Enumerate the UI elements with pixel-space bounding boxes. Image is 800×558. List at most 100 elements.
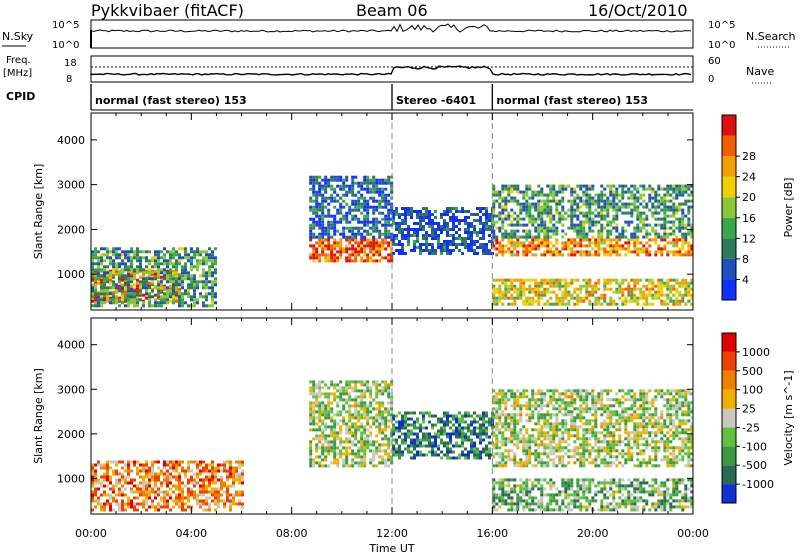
heatmap-cell (467, 439, 470, 442)
heatmap-cell (458, 228, 461, 231)
heatmap-cell (121, 509, 124, 512)
heatmap-cell (476, 457, 479, 460)
heatmap-cell (351, 191, 354, 194)
heatmap-cell (669, 300, 672, 303)
heatmap-cell (187, 295, 190, 298)
heatmap-cell (392, 219, 395, 222)
heatmap-cell (100, 292, 103, 295)
heatmap-cell (501, 233, 504, 236)
heatmap-cell (151, 467, 154, 470)
heatmap-cell (384, 215, 387, 218)
heatmap-cell (387, 452, 390, 455)
heatmap-cell (148, 476, 151, 479)
heatmap-cell (139, 265, 142, 268)
heatmap-cell (142, 277, 145, 280)
heatmap-cell (591, 200, 594, 203)
heatmap-cell (354, 386, 357, 389)
heatmap-cell (516, 434, 519, 437)
heatmap-cell (184, 250, 187, 253)
heatmap-cell (663, 206, 666, 209)
heatmap-cell (384, 230, 387, 233)
heatmap-cell (660, 238, 663, 241)
heatmap-cell (555, 241, 558, 244)
heatmap-cell (624, 212, 627, 215)
heatmap-cell (642, 206, 645, 209)
heatmap-cell (464, 439, 467, 442)
heatmap-cell (663, 218, 666, 221)
heatmap-cell (660, 288, 663, 291)
heatmap-cell (531, 452, 534, 455)
heatmap-cell (681, 241, 684, 244)
heatmap-cell (428, 243, 431, 246)
heatmap-cell (127, 473, 130, 476)
heatmap-cell (621, 185, 624, 188)
heatmap-cell (440, 430, 443, 433)
heatmap-cell (324, 256, 327, 259)
heatmap-cell (612, 203, 615, 206)
heatmap-cell (106, 265, 109, 268)
heatmap-cell (401, 454, 404, 457)
heatmap-cell (482, 234, 485, 237)
heatmap-cell (404, 219, 407, 222)
heatmap-cell (124, 464, 127, 467)
heatmap-cell (94, 262, 97, 265)
heatmap-cell (522, 437, 525, 440)
heatmap-cell (651, 288, 654, 291)
heatmap-cell (552, 291, 555, 294)
heatmap-cell (651, 238, 654, 241)
heatmap-cell (549, 303, 552, 306)
heatmap-cell (363, 206, 366, 209)
heatmap-cell (615, 188, 618, 191)
heatmap-cell (354, 206, 357, 209)
heatmap-cell (333, 238, 336, 241)
heatmap-cell (603, 206, 606, 209)
heatmap-cell (627, 206, 630, 209)
heatmap-cell (151, 295, 154, 298)
heatmap-cell (410, 216, 413, 219)
heatmap-cell (136, 265, 139, 268)
heatmap-cell (312, 212, 315, 215)
heatmap-cell (630, 233, 633, 236)
heatmap-cell (449, 457, 452, 460)
heatmap-cell (513, 452, 516, 455)
heatmap-cell (387, 209, 390, 212)
heatmap-cell (513, 300, 516, 303)
heatmap-cell (513, 392, 516, 395)
heatmap-cell (342, 194, 345, 197)
heatmap-cell (501, 197, 504, 200)
heatmap-cell (519, 431, 522, 434)
heatmap-cell (516, 395, 519, 398)
heatmap-cell (360, 188, 363, 191)
heatmap-cell (214, 503, 217, 506)
heatmap-cell (446, 222, 449, 225)
heatmap-cell (570, 215, 573, 218)
heatmap-cell (476, 207, 479, 210)
heatmap-cell (378, 392, 381, 395)
heatmap-cell (440, 249, 443, 252)
heatmap-cell (663, 200, 666, 203)
heatmap-cell (594, 209, 597, 212)
heatmap-cell (681, 203, 684, 206)
heatmap-cell (214, 470, 217, 473)
heatmap-cell (375, 244, 378, 247)
heatmap-cell (636, 288, 639, 291)
heatmap-cell (525, 461, 528, 464)
heatmap-cell (130, 285, 133, 288)
heatmap-cell (546, 404, 549, 407)
heatmap-cell (552, 452, 555, 455)
heatmap-cell (513, 455, 516, 458)
heatmap-cell (315, 256, 318, 259)
heatmap-cell (467, 430, 470, 433)
heatmap-cell (381, 244, 384, 247)
heatmap-cell (127, 461, 130, 464)
heatmap-cell (354, 383, 357, 386)
heatmap-cell (136, 301, 139, 304)
heatmap-cell (387, 203, 390, 206)
heatmap-cell (187, 467, 190, 470)
heatmap-cell (678, 224, 681, 227)
heatmap-cell (196, 482, 199, 485)
heatmap-cell (543, 404, 546, 407)
heatmap-cell (205, 488, 208, 491)
heatmap-cell (309, 256, 312, 259)
heatmap-cell (327, 241, 330, 244)
